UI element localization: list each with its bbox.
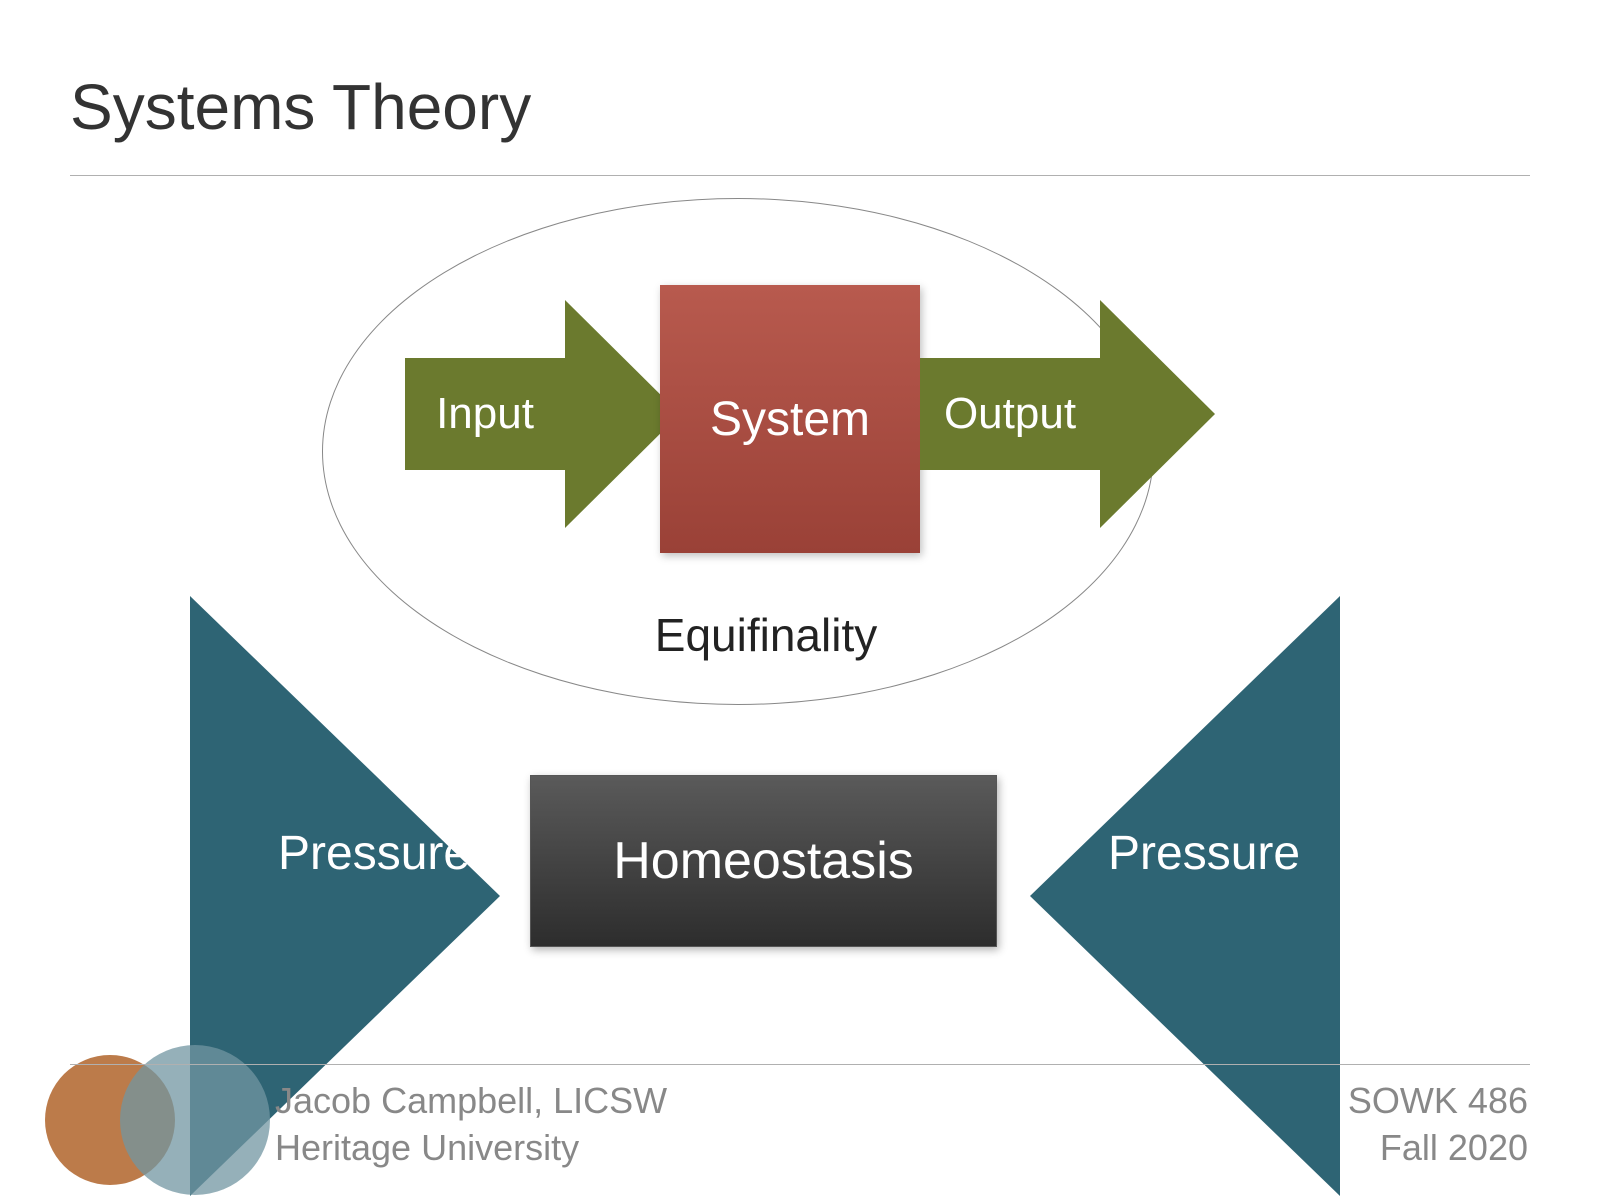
- equifinality-label: Equifinality: [616, 608, 916, 662]
- slide: Systems Theory Input System Output Equif…: [0, 0, 1600, 1200]
- homeostasis-label: Homeostasis: [613, 831, 914, 891]
- venn-circle-2: [120, 1045, 270, 1195]
- homeostasis-box: Homeostasis: [530, 775, 997, 947]
- slide-title: Systems Theory: [70, 70, 531, 144]
- divider-bottom: [70, 1064, 1530, 1065]
- footer-left: Jacob Campbell, LICSW Heritage Universit…: [275, 1078, 667, 1172]
- input-arrow-shaft: Input: [405, 358, 565, 470]
- pressure-right-label: Pressure: [1108, 826, 1300, 881]
- footer-org: Heritage University: [275, 1125, 667, 1172]
- input-arrow-label: Input: [436, 389, 534, 439]
- system-box-label: System: [710, 392, 870, 447]
- pressure-right-triangle: [1030, 596, 1340, 1196]
- pressure-left-label: Pressure: [278, 826, 470, 881]
- output-arrow-shaft: Output: [920, 358, 1100, 470]
- footer-right: SOWK 486 Fall 2020: [1348, 1078, 1528, 1172]
- system-box: System: [660, 285, 920, 553]
- output-arrow-head: [1100, 300, 1215, 528]
- footer-term: Fall 2020: [1348, 1125, 1528, 1172]
- footer-author: Jacob Campbell, LICSW: [275, 1078, 667, 1125]
- divider-top: [70, 175, 1530, 176]
- footer-course: SOWK 486: [1348, 1078, 1528, 1125]
- output-arrow-label: Output: [944, 389, 1076, 439]
